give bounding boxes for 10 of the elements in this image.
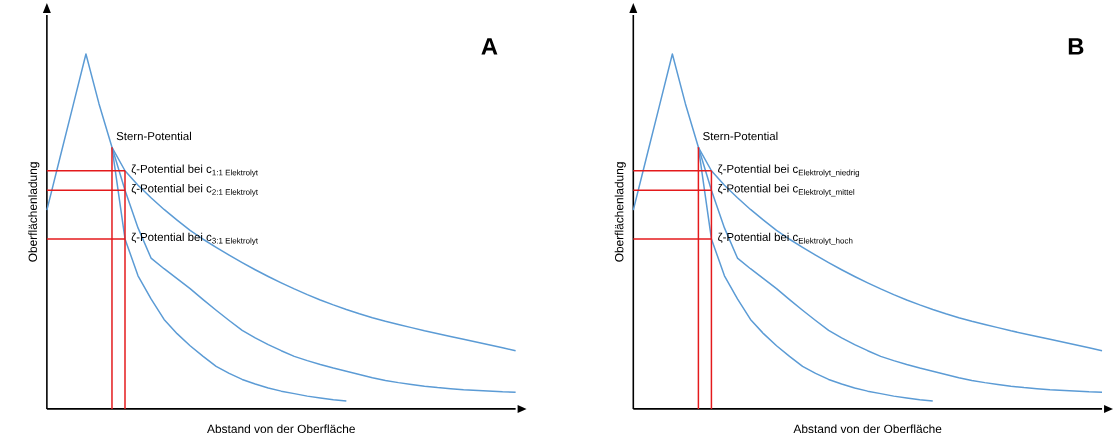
y-axis-title: Oberflächenladung <box>614 162 626 262</box>
annotation: Stern-Potential <box>116 131 191 141</box>
x-axis-title: Abstand von der Oberfläche <box>793 424 942 434</box>
chart-title: A <box>481 38 498 55</box>
x-axis-title: Abstand von der Oberfläche <box>207 424 355 434</box>
y-axis-title: Oberflächenladung <box>28 162 40 262</box>
chart-title: B <box>1068 38 1084 55</box>
annotation: $\text{ζ-Potential bei c}_{\text{1:1 Elektrolyt}}$ <box>131 164 258 178</box>
annotation: Stern-Potential <box>703 131 778 141</box>
annotation: $\text{ζ-Potential bei c}_{\text{Elektrolyt\_niedrig}}$ <box>718 164 860 178</box>
